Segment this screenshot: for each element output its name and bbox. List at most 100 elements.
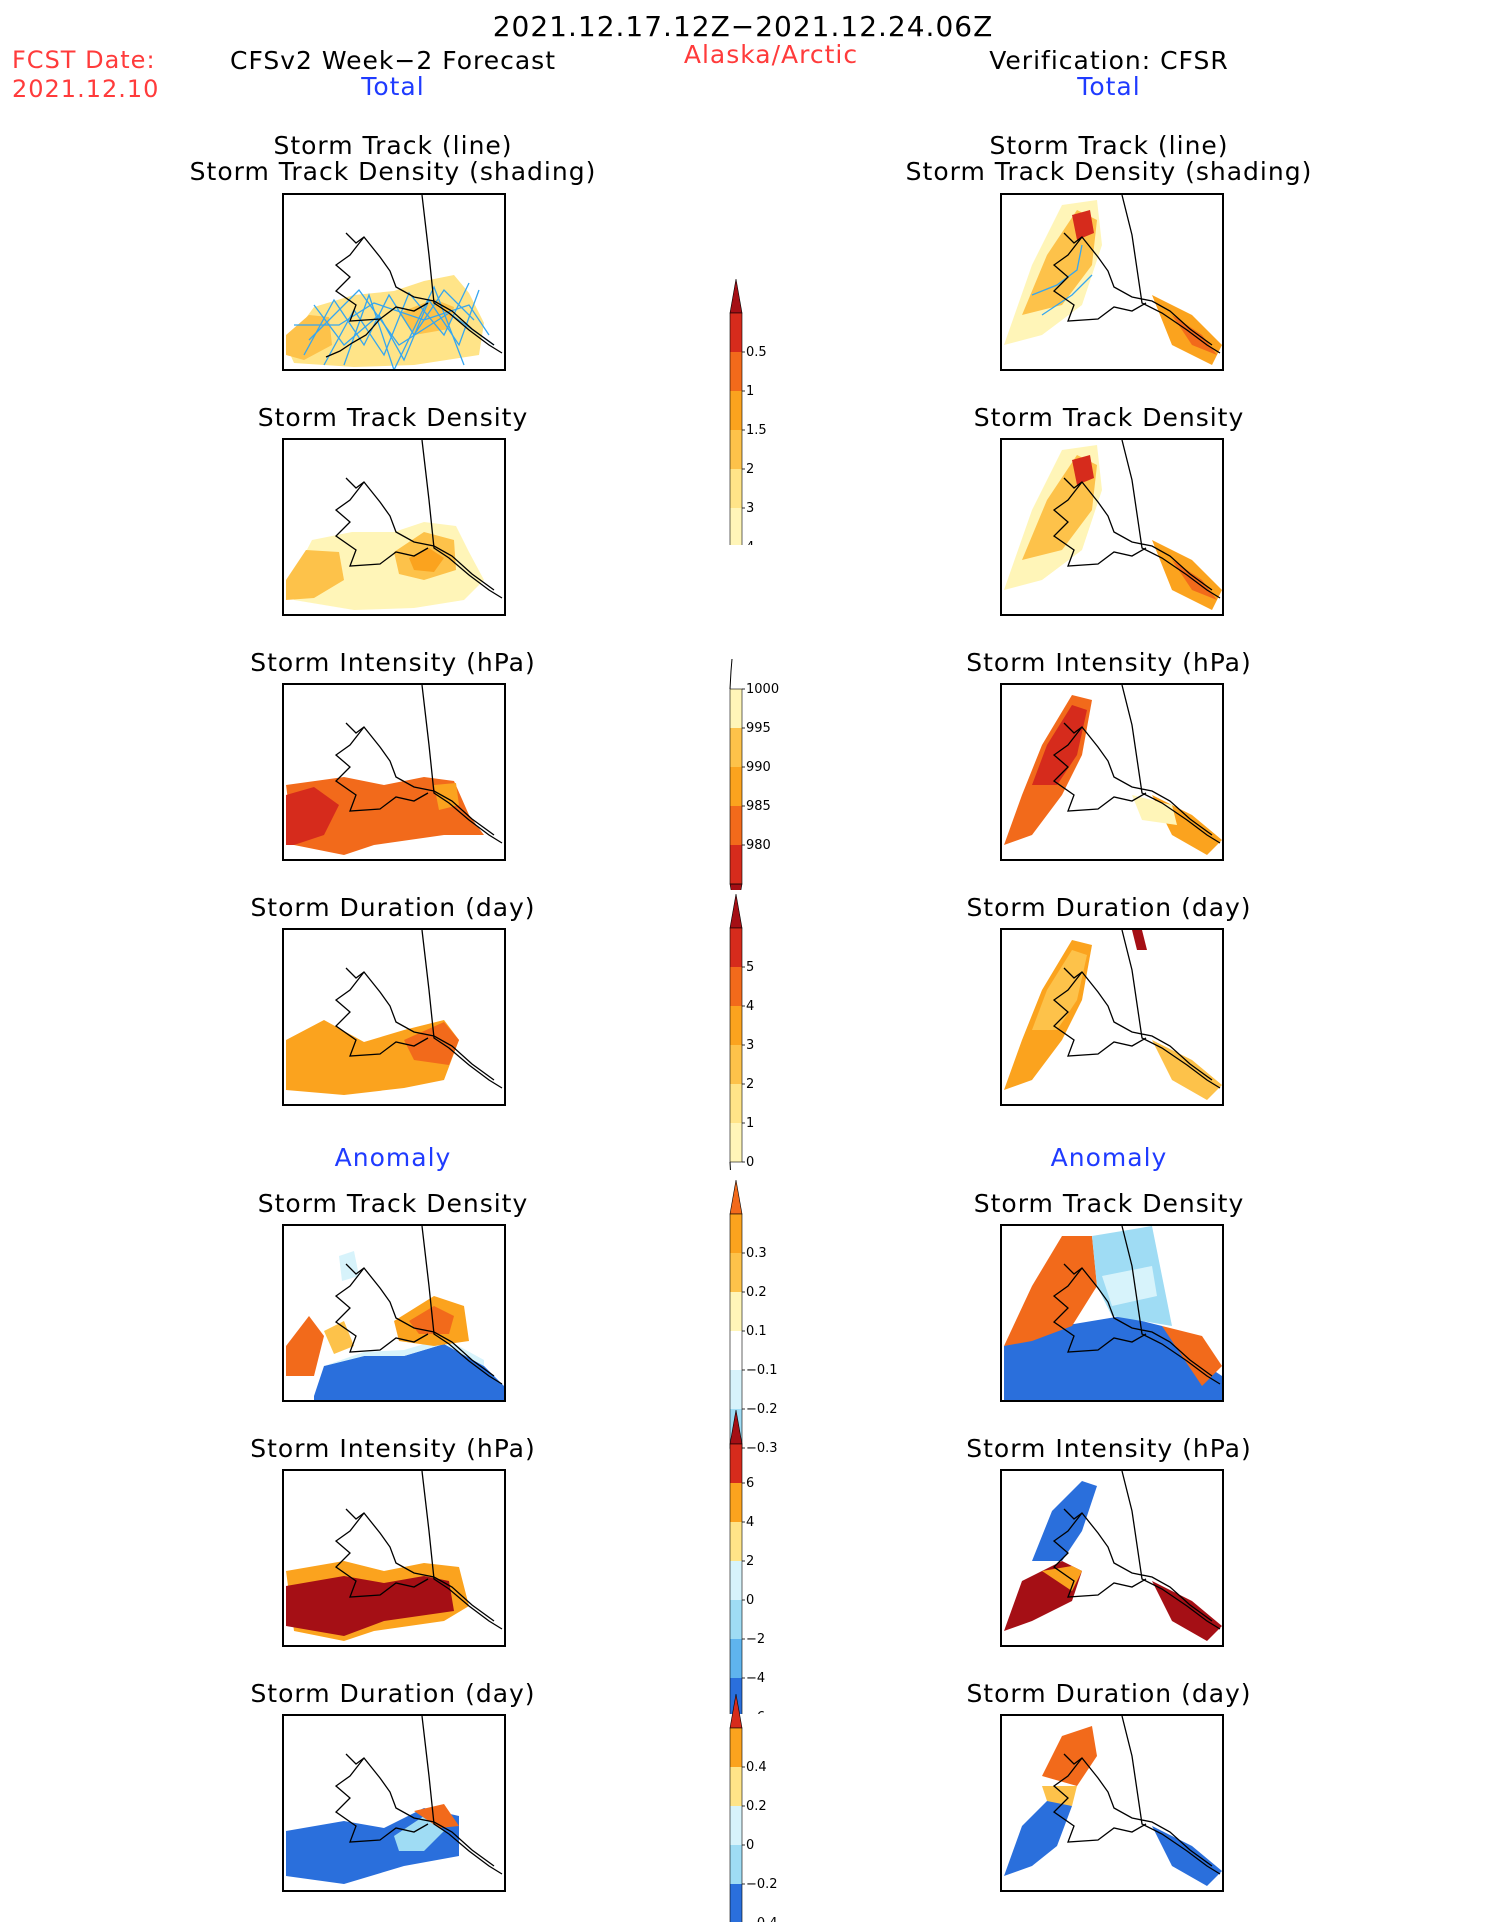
colorbar-tick-label: 0 [746,1593,754,1608]
colorbar-band [730,469,742,508]
colorbar-outline [729,688,743,885]
colorbar-tick-label: 0.2 [746,1799,767,1814]
coastline [1052,1471,1221,1630]
title-duration-left: Storm Duration (day) [250,893,536,922]
colorbar-tick-label: 985 [746,799,771,814]
colorbar-band [730,1214,742,1253]
coastline [334,930,503,1089]
colorbar-tick-label: 4 [746,999,754,1014]
colorbar-tick-label: −2 [746,1632,765,1647]
title-track-density-left: Storm Track Density [257,403,529,432]
colorbar-tick-label: −0.4 [746,1916,778,1922]
colorbar-top-tail [729,658,733,690]
map-fcst-duration [282,928,506,1106]
title-track-density-shading-right: Storm Track Density (shading) [905,157,1313,186]
colorbar-tick-label: 990 [746,760,771,775]
colorbar-tick-label: 0.1 [746,1324,767,1339]
colorbar-band [730,1845,742,1884]
right-subtitle: Total [1077,72,1141,101]
map-fcst-anom-intensity [282,1469,506,1647]
coastline [334,685,503,844]
colorbar-band [730,1045,742,1084]
colorbar-tick-label: −6 [746,1710,765,1714]
colorbar-top-arrow [729,1179,743,1215]
colorbar-tick-label: 1.5 [746,423,767,438]
title-anom-intensity-right: Storm Intensity (hPa) [966,1434,1252,1463]
coastline [334,1226,503,1385]
coastline [1052,1226,1221,1385]
coastline [1052,930,1221,1089]
colorbar-tick-label: 1 [746,384,754,399]
title-anom-density-left: Storm Track Density [257,1189,529,1218]
colorbar-tick-label: 2 [746,462,754,477]
colorbar-bottom-tail [729,1161,731,1170]
colorbar-intensity-anomaly: 6 4 2 0 −2 −4 −6 [729,1409,765,1714]
coastline [334,1716,503,1875]
colorbar-tick-label: 3 [746,1038,754,1053]
colorbar-tick-label: 1000 [746,682,779,697]
colorbar-tick-label: 0 [746,1155,754,1170]
colorbar-band [730,313,742,352]
colorbar-band [730,1444,742,1483]
colorbar-band [730,430,742,469]
title-track-density-right: Storm Track Density [973,403,1245,432]
map-fcst-anom-duration [282,1714,506,1892]
map-verif-anom-density [1000,1224,1224,1402]
colorbar-band [730,1292,742,1331]
map-verif-density [1000,438,1224,616]
title-track-density-shading-left: Storm Track Density (shading) [189,157,597,186]
map-fcst-intensity [282,683,506,861]
fcst-date-value: 2021.12.10 [12,75,160,103]
colorbar-tick-label: 0.5 [746,345,767,360]
coastline [325,195,503,358]
colorbar-tick-label: −0.2 [746,1877,778,1892]
map-verif-duration [1000,928,1224,1106]
title-anom-density-right: Storm Track Density [973,1189,1245,1218]
colorbar-tick-label: 0.2 [746,1285,767,1300]
colorbar-duration-anomaly: 0.4 0.2 0 −0.2 −0.4 [729,1693,778,1922]
map-verif-anom-duration [1000,1714,1224,1892]
colorbar-tick-label: −0.2 [746,1402,778,1417]
title-anom-duration-left: Storm Duration (day) [250,1679,536,1708]
colorbar-band [730,1767,742,1806]
period-title: 2021.12.17.12Z−2021.12.24.06Z [492,10,994,43]
colorbar-band [730,845,742,884]
colorbar-duration-total: 5 4 3 2 1 0 [729,893,754,1170]
colorbar-tick-label: 5 [746,960,754,975]
colorbar-outline [729,1727,743,1922]
right-column-title: Verification: CFSR [989,46,1229,75]
colorbar-tick-label: 2 [746,1554,754,1569]
colorbar-tick-label: −0.3 [746,1441,778,1456]
coastline [1052,1716,1221,1875]
colorbar-density-anomaly: 0.3 0.2 0.1 −0.1 −0.2 −0.3 [729,1179,778,1460]
anomaly-label-left: Anomaly [334,1143,452,1172]
map-verif-intensity [1000,683,1224,861]
colorbar-band [730,1084,742,1123]
colorbar-band [730,1884,742,1922]
title-track-line-left: Storm Track (line) [273,131,513,160]
colorbar-band [730,1483,742,1522]
colorbar-band [730,391,742,430]
colorbar-band [730,1331,742,1370]
title-track-line-right: Storm Track (line) [989,131,1229,160]
colorbar-tick-label: 0.3 [746,1246,767,1261]
title-duration-right: Storm Duration (day) [966,893,1252,922]
colorbar-tick-label: 995 [746,721,771,736]
colorbar-tick-label: 6 [746,1476,754,1491]
colorbar-band [730,967,742,1006]
colorbar-band [730,1006,742,1045]
colorbar-outline [729,1443,743,1714]
colorbar-band [730,806,742,845]
title-anom-duration-right: Storm Duration (day) [966,1679,1252,1708]
map-fcst-track [282,193,506,371]
anomaly-label-right: Anomaly [1050,1143,1168,1172]
colorbar-tick-label: 3 [746,501,754,516]
colorbar-tick-label: 4 [746,1515,754,1530]
colorbar-tick-label: 0 [746,1838,754,1853]
colorbar-band [730,1600,742,1639]
colorbar-band [730,689,742,728]
colorbar-density-total: 0.5 1 1.5 2 3 4 [729,278,767,545]
colorbar-top-arrow [729,1693,743,1729]
colorbar-band [730,508,742,545]
colorbar-band [730,1728,742,1767]
